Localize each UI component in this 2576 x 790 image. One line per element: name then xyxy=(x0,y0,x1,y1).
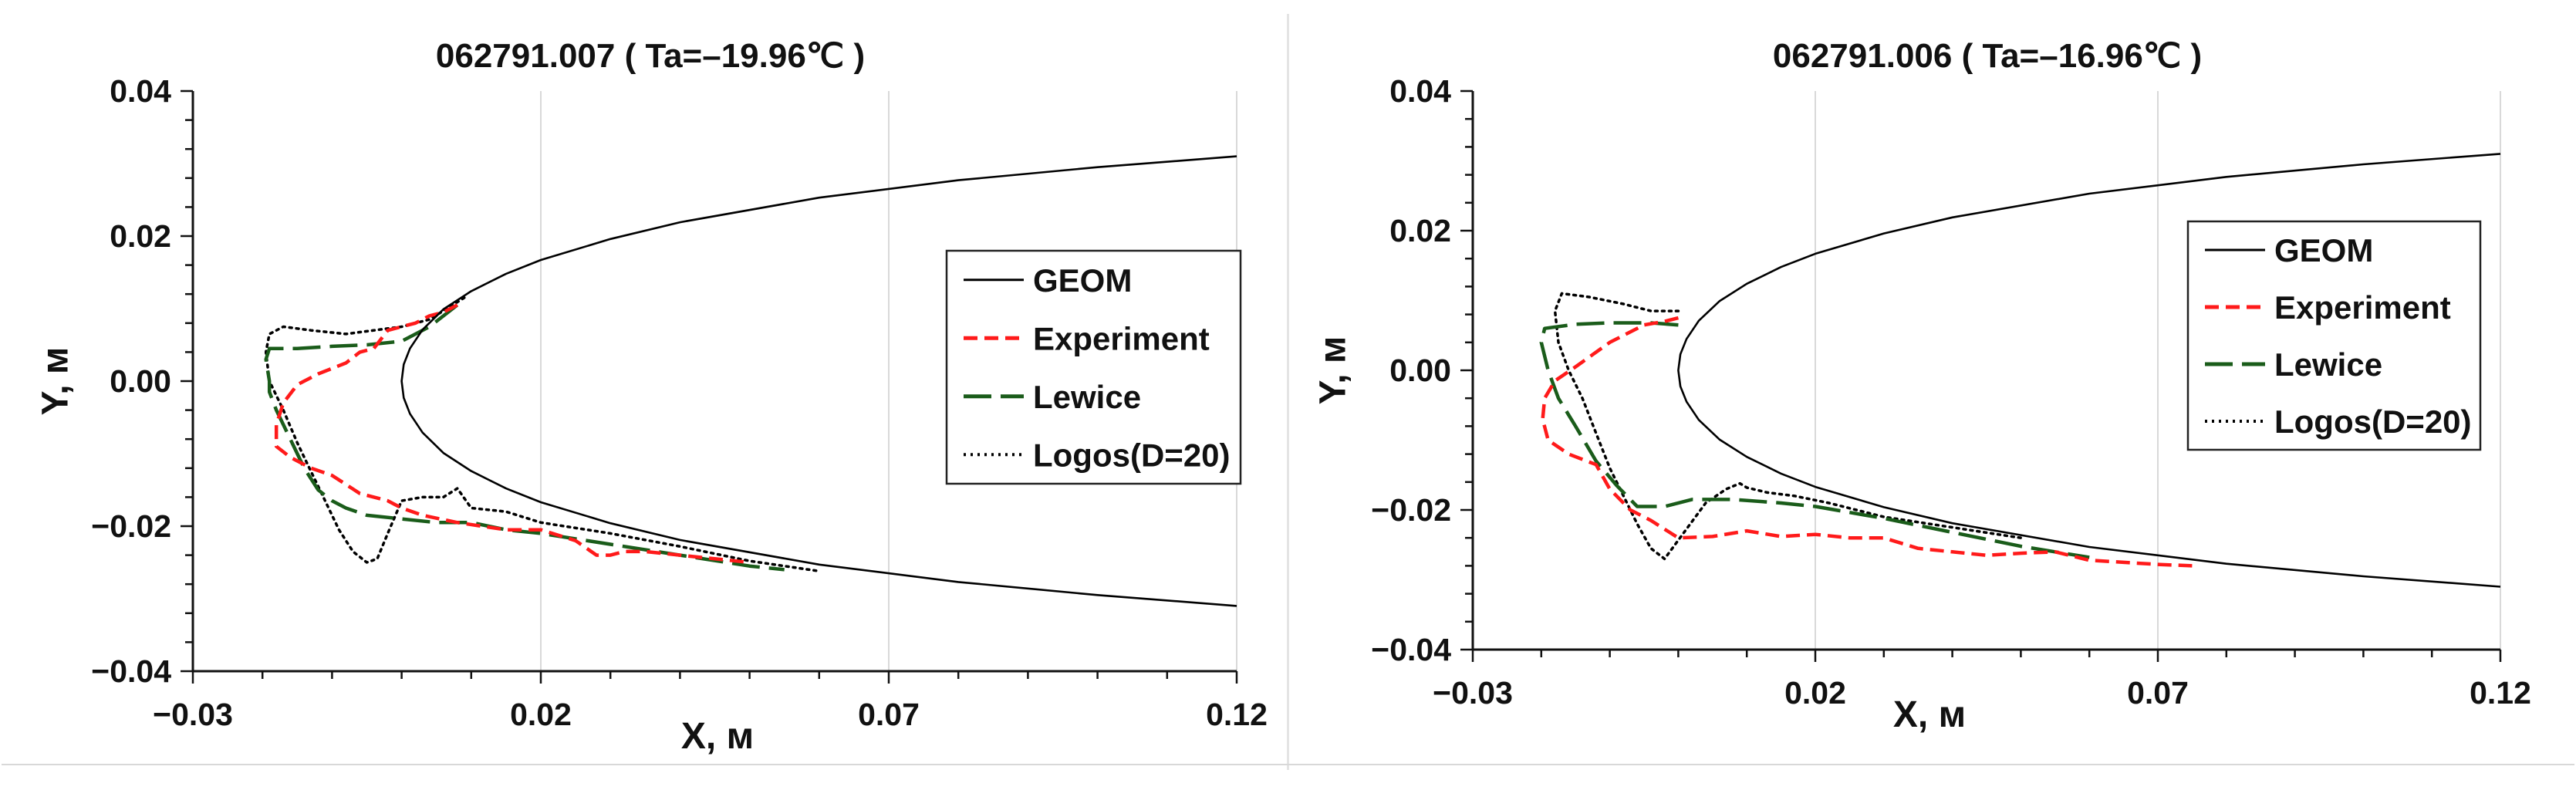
series-line-geom xyxy=(1677,153,2501,588)
chart-title: 062791.006 ( Ta=–16.96℃ ) xyxy=(1773,37,2202,75)
y-axis-label: Y, м xyxy=(1313,336,1354,405)
y-tick-label: 0.02 xyxy=(110,218,171,254)
y-axis-label: Y, м xyxy=(35,347,76,416)
y-tick-label: −0.04 xyxy=(1371,632,1451,667)
x-axis-label: X, м xyxy=(1893,694,1966,735)
figure-bottom-border xyxy=(2,764,2574,765)
series-line-logos-d-20 xyxy=(264,296,821,573)
legend: GEOM Experiment Lewice Logos(D=20) xyxy=(945,249,1242,485)
x-tick-label: 0.07 xyxy=(858,697,920,732)
panel-divider xyxy=(1287,14,1289,770)
legend-box xyxy=(2186,220,2482,451)
series-line-lewice xyxy=(264,303,785,572)
x-tick-label: 0.02 xyxy=(1784,675,1846,711)
y-tick-label: 0.00 xyxy=(1389,353,1451,388)
series-line-lewice xyxy=(1539,321,2090,559)
legend-label: Experiment xyxy=(2274,289,2451,326)
legend-label: Lewice xyxy=(1033,379,1141,415)
x-tick-label: 0.07 xyxy=(2127,675,2189,711)
y-tick-label: 0.00 xyxy=(110,363,171,399)
legend-label: GEOM xyxy=(2274,232,2373,268)
x-tick-label: 0.12 xyxy=(1206,697,1268,732)
series-line-experiment xyxy=(274,303,750,565)
y-tick-label: 0.02 xyxy=(1389,213,1451,248)
x-tick-label: 0.02 xyxy=(510,697,572,732)
legend-label: Experiment xyxy=(1033,320,1210,356)
y-tick-label: −0.04 xyxy=(91,653,171,689)
legend-label: GEOM xyxy=(1033,262,1132,299)
x-tick-label: −0.03 xyxy=(153,697,233,732)
chart-right: 062791.006 ( Ta=–16.96℃ ) −0.03 0.02 0.07 0.… xyxy=(1313,37,2531,735)
x-axis-label: X, м xyxy=(681,716,754,757)
x-tick-label: −0.03 xyxy=(1433,675,1513,711)
legend-box xyxy=(945,249,1242,485)
legend-label: Lewice xyxy=(2274,346,2382,383)
series-line-geom xyxy=(400,155,1237,607)
x-tick-label: 0.12 xyxy=(2470,675,2531,711)
chart-left: 062791.007 ( Ta=–19.96℃ ) −0.03 0.02 0.07 0.… xyxy=(35,37,1268,757)
chart-title: 062791.007 ( Ta=–19.96℃ ) xyxy=(436,37,865,75)
legend-label: Logos(D=20) xyxy=(2274,403,2472,440)
legend: GEOM Experiment Lewice Logos(D=20) xyxy=(2186,220,2482,451)
series-line-experiment xyxy=(1541,316,2193,568)
series-line-logos-d-20 xyxy=(1553,292,2023,561)
legend-label: Logos(D=20) xyxy=(1033,437,1231,473)
y-tick-label: −0.02 xyxy=(1371,492,1451,528)
y-tick-label: 0.04 xyxy=(1389,73,1451,109)
y-tick-label: −0.02 xyxy=(91,508,171,544)
y-tick-label: 0.04 xyxy=(110,73,171,109)
